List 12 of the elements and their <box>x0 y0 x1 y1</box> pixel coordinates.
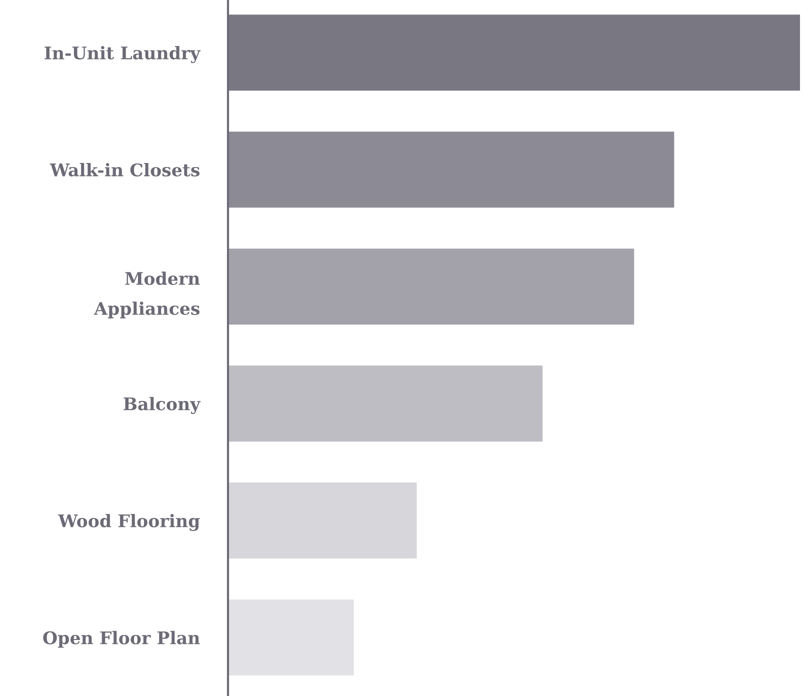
y-tick-label: Modern Appliances <box>94 272 200 318</box>
y-tick-label: Walk-in Closets <box>50 163 200 176</box>
y-tick-label: In-Unit Laundry <box>44 46 201 64</box>
y-tick-label: Balcony <box>124 396 201 414</box>
bar <box>228 482 417 559</box>
bar <box>228 366 543 442</box>
bar <box>228 14 800 91</box>
bar <box>228 248 634 325</box>
bar <box>228 599 354 676</box>
y-tick-label: Open Floor Plan <box>43 630 200 648</box>
bar <box>228 132 674 208</box>
y-tick-label: Wood Flooring <box>58 514 200 531</box>
